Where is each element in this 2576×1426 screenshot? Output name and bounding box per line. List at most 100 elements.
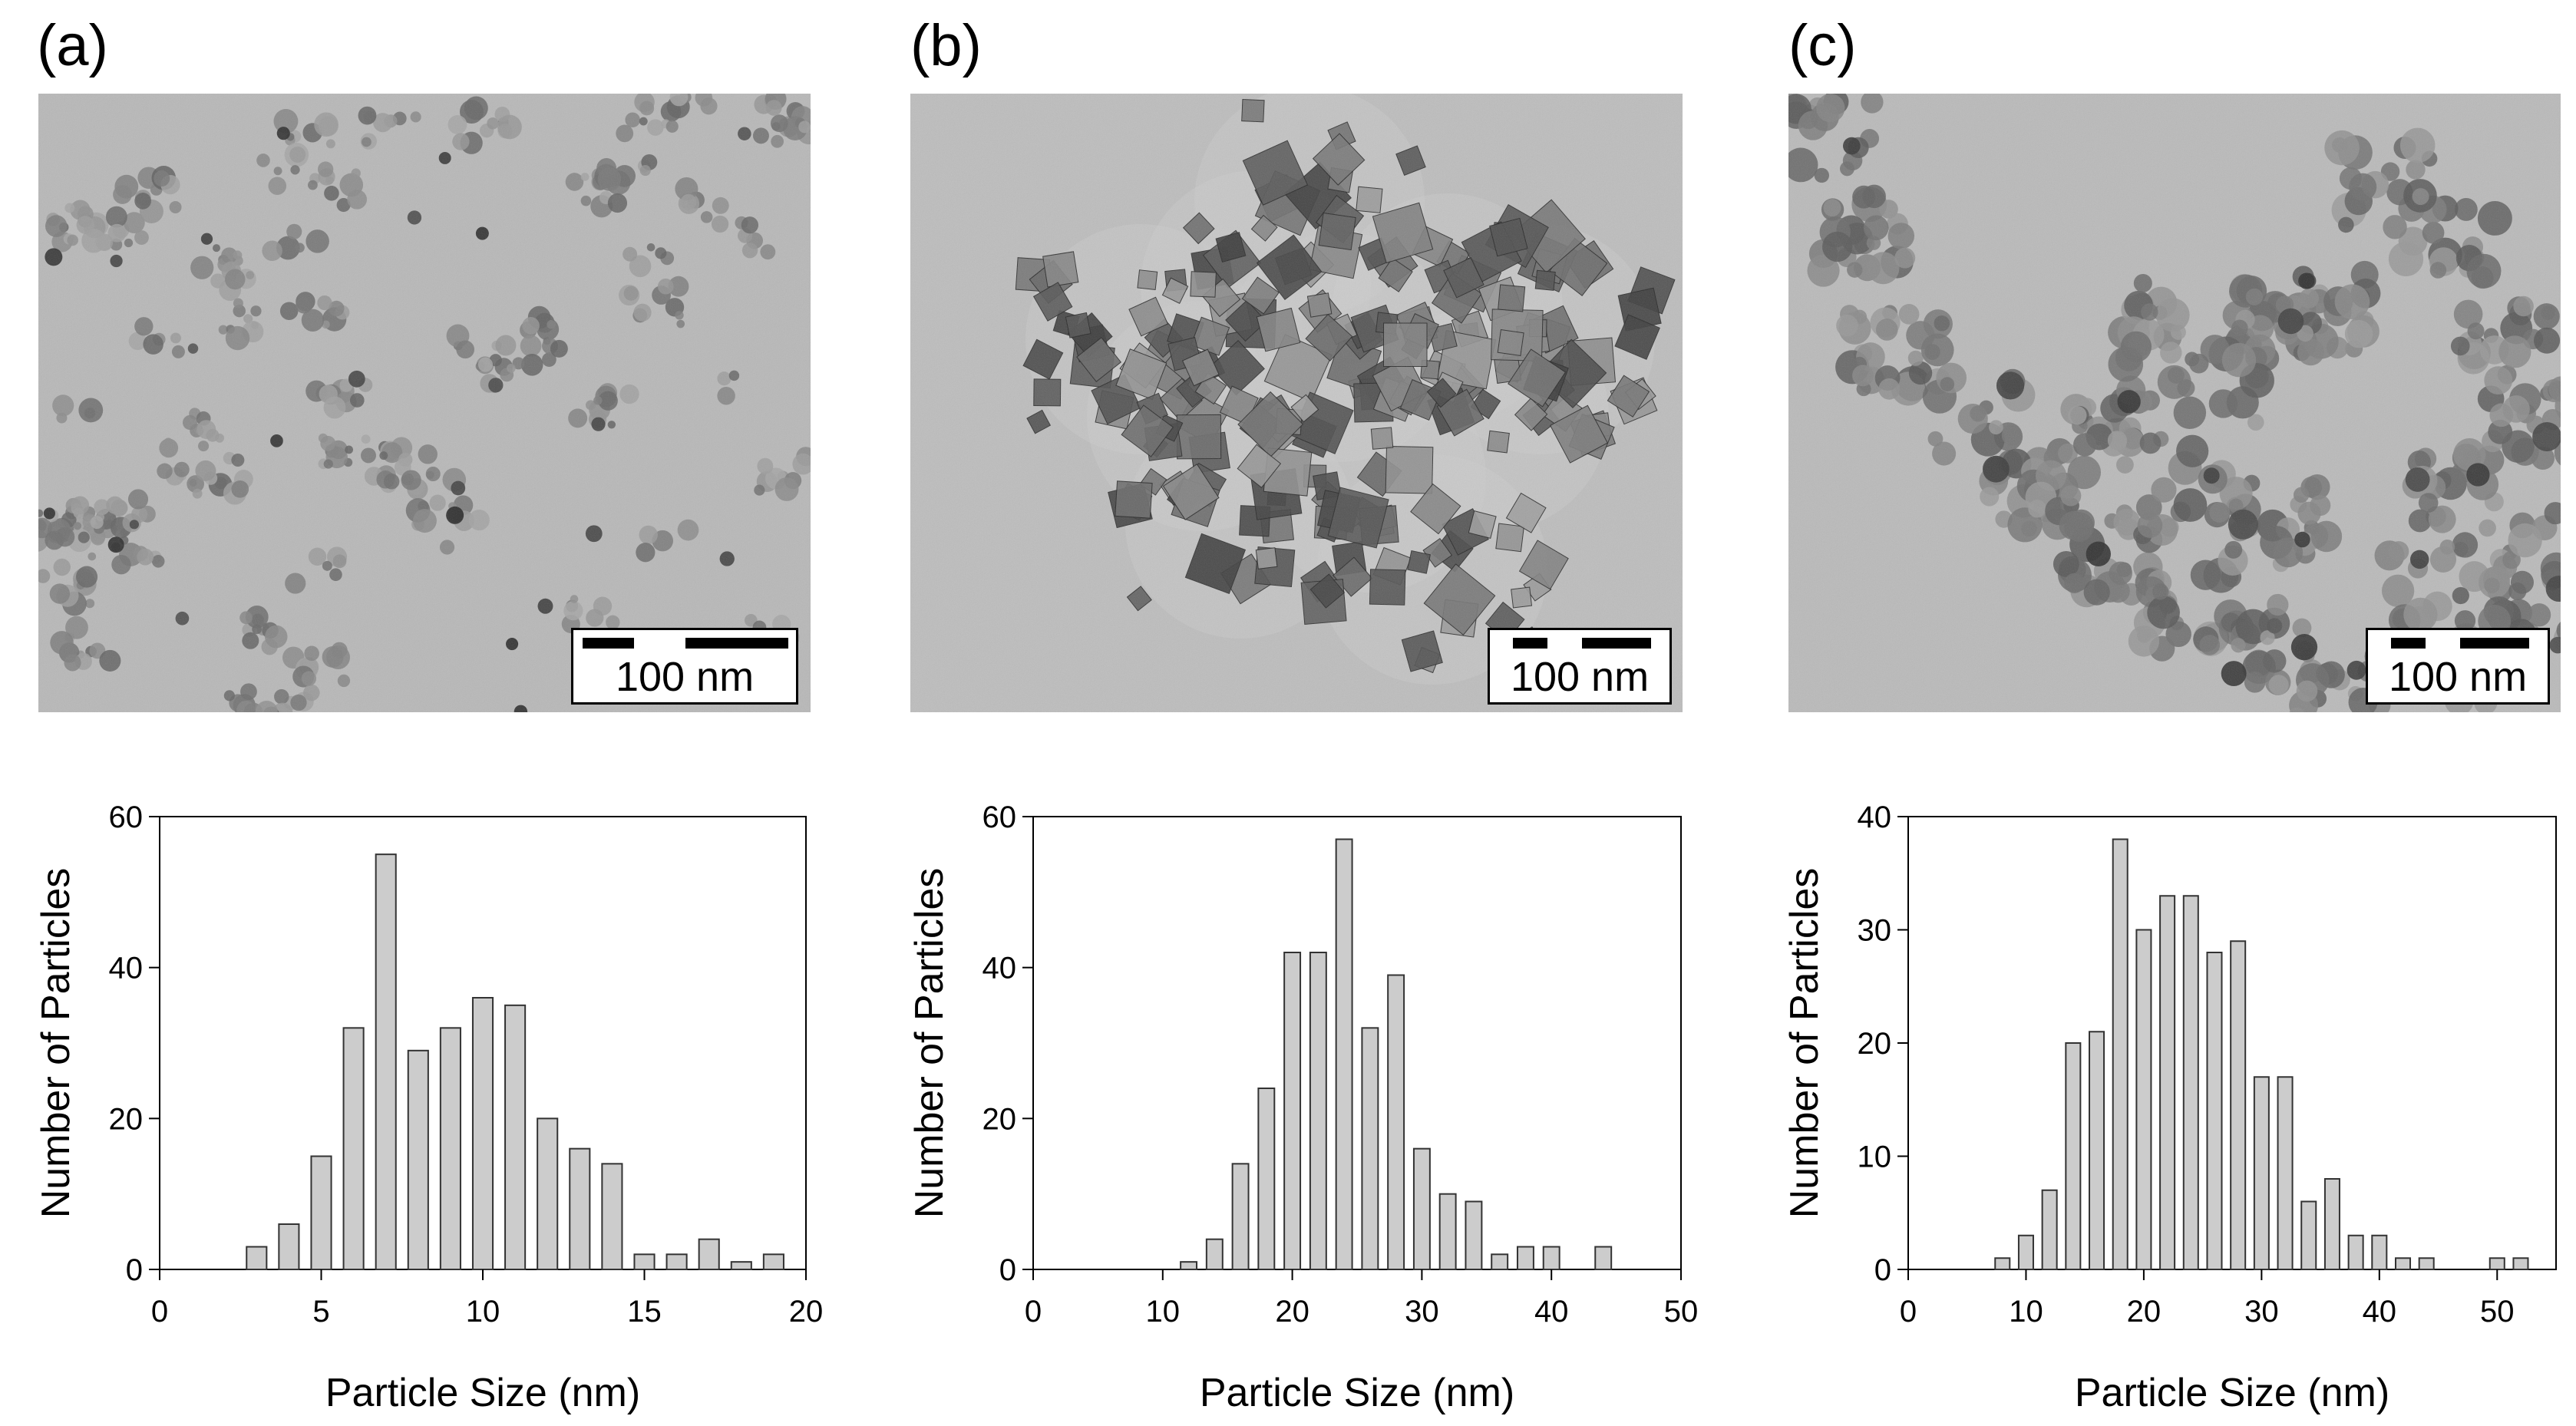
bar xyxy=(537,1117,559,1271)
bar xyxy=(2206,952,2223,1270)
y-tick-label: 0 xyxy=(126,1253,143,1287)
bar xyxy=(1257,1088,1276,1270)
x-tick-label: 5 xyxy=(312,1295,329,1329)
bar xyxy=(407,1049,429,1270)
bar xyxy=(2277,1076,2294,1270)
y-tick-label: 0 xyxy=(999,1253,1016,1287)
x-tick-label: 20 xyxy=(789,1295,824,1329)
panel-label-c: (c) xyxy=(1788,13,1857,78)
bar xyxy=(2182,895,2199,1270)
bar xyxy=(504,1004,527,1270)
tem-image-b xyxy=(910,94,1683,712)
y-tick-label: 10 xyxy=(1858,1140,1892,1174)
panel-label-a: (a) xyxy=(37,13,108,78)
bar xyxy=(375,853,397,1270)
bar xyxy=(1491,1253,1509,1270)
bar xyxy=(1412,1147,1431,1270)
bar xyxy=(1335,838,1353,1270)
bar xyxy=(2347,1234,2364,1270)
x-tick-label: 50 xyxy=(2480,1295,2515,1329)
x-tick-label: 40 xyxy=(2363,1295,2397,1329)
scale-bar-label-a: 100 nm xyxy=(615,654,755,700)
histogram-a: 0 20 40 60 0 5 10 15 20 Particle Size (nm) Number … xyxy=(34,800,824,1415)
scale-bar-b: 100 nm xyxy=(1488,628,1672,705)
bar xyxy=(342,1027,365,1270)
y-tick-label: 20 xyxy=(1858,1027,1892,1061)
x-tick-label: 30 xyxy=(1405,1295,1439,1329)
scale-bar-label-b: 100 nm xyxy=(1510,654,1650,700)
y-axis-label: Number of Particles xyxy=(907,868,952,1219)
y-tick-label: 40 xyxy=(1858,800,1892,834)
x-tick-label: 20 xyxy=(1275,1295,1309,1329)
y-tick-label: 20 xyxy=(983,1102,1017,1136)
bar xyxy=(601,1163,623,1271)
bar xyxy=(2112,838,2129,1270)
x-tick-label: 20 xyxy=(2127,1295,2162,1329)
x-tick-label: 15 xyxy=(627,1295,662,1329)
bar xyxy=(2488,1257,2505,1270)
x-axis-label: Particle Size (nm) xyxy=(2075,1371,2389,1415)
x-tick-label: 10 xyxy=(466,1295,500,1329)
bar xyxy=(762,1253,784,1270)
bar xyxy=(633,1253,656,1270)
bar xyxy=(1465,1200,1483,1270)
x-tick-label: 0 xyxy=(1025,1295,1042,1329)
bar xyxy=(1594,1246,1613,1270)
y-tick-label: 40 xyxy=(983,952,1017,985)
histogram-c: 0 10 20 30 40 0 10 20 30 40 50 Particle Size (nm) Nu… xyxy=(1782,800,2557,1415)
bar xyxy=(698,1238,720,1271)
x-tick-label: 10 xyxy=(2009,1295,2043,1329)
y-tick-label: 40 xyxy=(109,952,144,985)
bar xyxy=(2418,1257,2435,1270)
bar xyxy=(1438,1193,1457,1271)
x-tick-label: 10 xyxy=(1146,1295,1181,1329)
bar xyxy=(439,1027,461,1270)
y-tick-label: 0 xyxy=(1874,1253,1891,1287)
bar xyxy=(2230,940,2247,1270)
x-tick-label: 50 xyxy=(1664,1295,1699,1329)
bar xyxy=(730,1261,752,1271)
x-axis-label: Particle Size (nm) xyxy=(1200,1371,1514,1415)
x-tick-label: 40 xyxy=(1534,1295,1569,1329)
y-tick-label: 60 xyxy=(983,800,1017,834)
bar xyxy=(1180,1261,1198,1271)
bar xyxy=(2135,929,2152,1270)
scale-bar-c: 100 nm xyxy=(2366,628,2550,705)
x-tick-label: 0 xyxy=(1900,1295,1917,1329)
bar xyxy=(2159,895,2176,1270)
bar xyxy=(278,1223,300,1270)
x-tick-label: 0 xyxy=(151,1295,168,1329)
bar xyxy=(1994,1257,2011,1270)
bar xyxy=(1205,1238,1224,1271)
histogram-b: 0 20 40 60 0 10 20 30 40 50 Particle Size (nm) Numb… xyxy=(907,800,1699,1415)
y-axis-label: Number of Particles xyxy=(34,868,78,1219)
bar xyxy=(2300,1200,2317,1270)
bar xyxy=(1387,974,1405,1270)
bar xyxy=(2017,1234,2034,1270)
bar xyxy=(665,1253,688,1270)
panel-label-b: (b) xyxy=(910,13,982,78)
bar xyxy=(2323,1178,2340,1270)
bar xyxy=(310,1155,332,1270)
bar xyxy=(1361,1027,1379,1270)
bar xyxy=(2512,1257,2529,1270)
bar xyxy=(1516,1246,1534,1270)
bar xyxy=(2041,1189,2058,1270)
bar xyxy=(2253,1076,2270,1270)
y-axis-label: Number of Particles xyxy=(1782,868,1827,1219)
x-tick-label: 30 xyxy=(2244,1295,2279,1329)
plot-frame xyxy=(1032,816,1682,1270)
bar xyxy=(471,997,494,1270)
tem-image-c xyxy=(1788,94,2561,712)
bar xyxy=(569,1147,591,1270)
scale-bar-a: 100 nm xyxy=(571,628,798,705)
bar xyxy=(2394,1257,2412,1270)
y-tick-label: 60 xyxy=(109,800,144,834)
scale-bar-label-c: 100 nm xyxy=(2388,654,2528,700)
bar xyxy=(1283,952,1302,1270)
bar xyxy=(2089,1031,2105,1270)
bar xyxy=(1309,952,1327,1270)
bar xyxy=(1231,1163,1250,1271)
y-tick-label: 30 xyxy=(1858,914,1892,948)
